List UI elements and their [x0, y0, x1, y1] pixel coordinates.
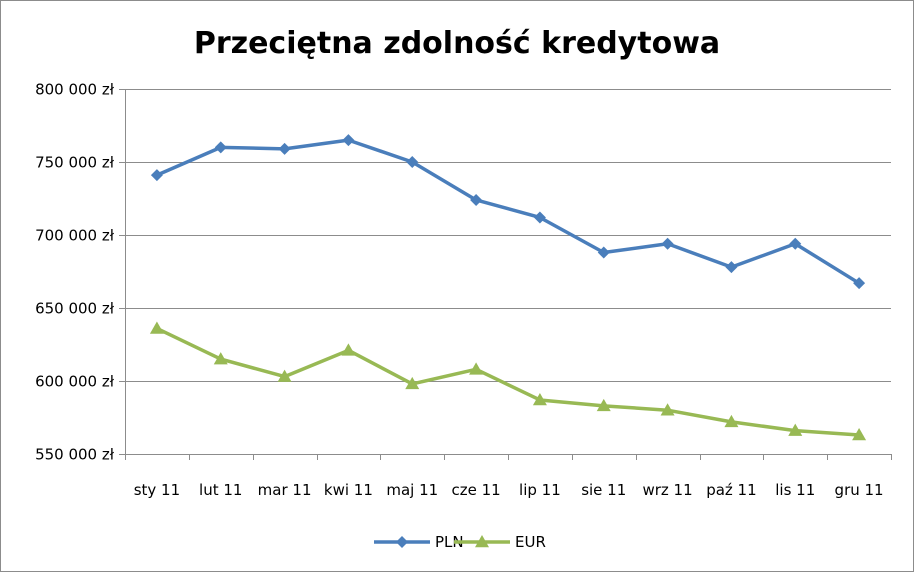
y-tick-label: 600 000 zł — [35, 373, 115, 391]
series-group — [149, 134, 867, 441]
y-tick-label: 650 000 zł — [35, 300, 115, 318]
data-point-eur — [596, 398, 611, 412]
x-tick-label: sie 11 — [581, 481, 626, 499]
data-point-pln — [278, 142, 291, 155]
legend-item-eur: EUR — [454, 533, 546, 551]
data-point-pln — [597, 246, 610, 259]
data-point-eur — [788, 423, 803, 436]
legend-label: EUR — [515, 533, 546, 551]
series-line-eur — [156, 326, 860, 437]
legend-item-pln: PLN — [374, 533, 464, 551]
x-tick-label: lis 11 — [775, 481, 815, 499]
y-tick-label: 750 000 zł — [35, 154, 115, 172]
data-point-eur — [277, 369, 292, 382]
data-point-pln — [406, 156, 419, 168]
data-point-pln — [853, 277, 866, 290]
x-axis-tick-labels: sty 11 lut 11 mar 11 kwi 11 maj 11 cze 11 lip … — [134, 481, 884, 499]
y-tick-label: 800 000 zł — [35, 81, 115, 99]
legend-marker — [396, 536, 408, 548]
data-point-pln — [150, 169, 163, 182]
x-tick-label: mar 11 — [258, 481, 312, 499]
axes — [119, 89, 892, 460]
data-point-pln — [533, 211, 546, 224]
series-pln — [150, 134, 866, 290]
data-point-eur — [213, 352, 228, 365]
x-tick-label: cze 11 — [451, 481, 500, 499]
x-tick-label: gru 11 — [835, 481, 884, 499]
data-point-eur — [405, 376, 420, 390]
data-point-pln — [470, 193, 483, 206]
data-point-eur — [724, 414, 739, 428]
data-point-eur — [149, 321, 164, 334]
data-point-pln — [214, 141, 227, 154]
x-tick-label: maj 11 — [386, 481, 438, 499]
legend-label: PLN — [435, 533, 464, 551]
x-tick-label: lut 11 — [199, 481, 242, 499]
data-point-pln — [725, 261, 738, 274]
x-tick-label: kwi 11 — [324, 481, 373, 499]
data-point-eur — [852, 428, 867, 441]
x-tick-label: wrz 11 — [642, 481, 692, 499]
y-tick-label: 550 000 zł — [35, 446, 115, 464]
data-point-pln — [661, 237, 674, 250]
x-tick-label: paź 11 — [706, 481, 756, 499]
data-point-eur — [341, 343, 356, 356]
data-point-pln — [342, 134, 355, 147]
chart-title: Przeciętna zdolność kredytowa — [194, 26, 720, 61]
y-axis-tick-labels: 550 000 zł 600 000 zł 650 000 zł 700 000 zł… — [35, 81, 115, 464]
y-tick-label: 700 000 zł — [35, 227, 115, 245]
data-point-eur — [660, 403, 675, 416]
x-tick-label: lip 11 — [519, 481, 561, 499]
data-point-pln — [789, 237, 802, 250]
legend-marker — [475, 535, 489, 548]
series-line-pln — [156, 138, 861, 285]
data-point-eur — [532, 392, 547, 406]
legend: PLN EUR — [374, 533, 546, 551]
data-point-eur — [469, 362, 484, 375]
gridlines — [125, 89, 891, 382]
x-tick-label: sty 11 — [134, 481, 180, 499]
series-eur — [149, 321, 867, 441]
